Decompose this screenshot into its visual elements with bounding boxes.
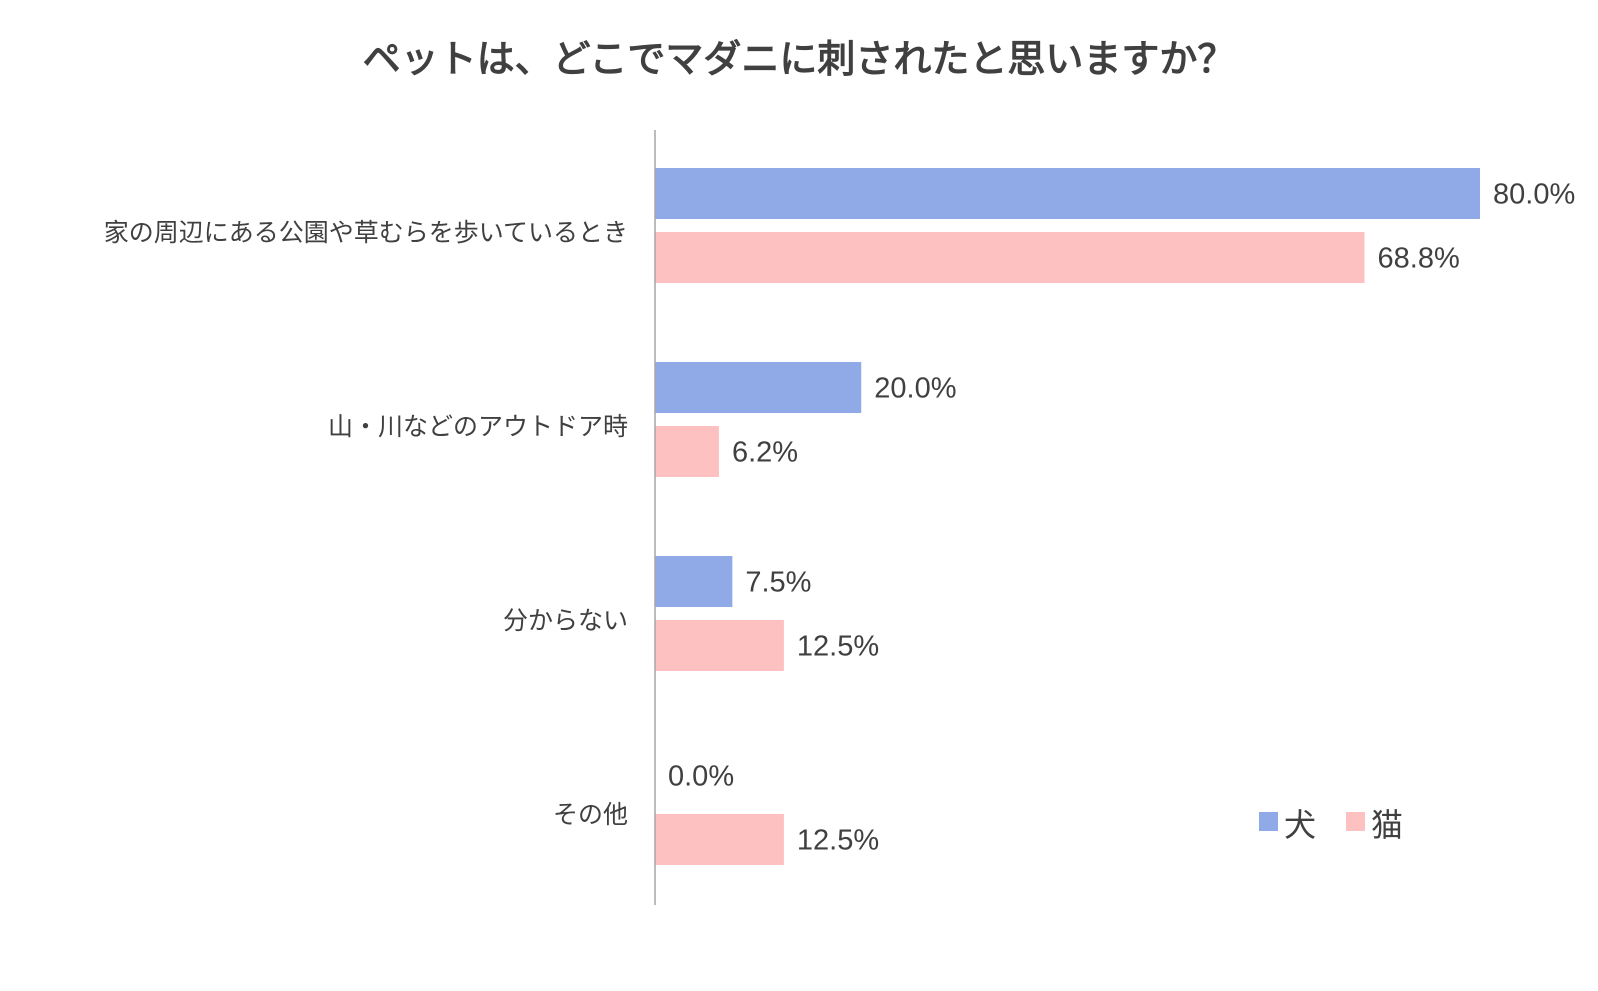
data-label: 7.5% — [745, 567, 811, 599]
chart-title: ペットは、どこでマダニに刺されたと思いますか？ — [363, 37, 1236, 81]
bar-dog — [655, 168, 1480, 219]
legend-swatch-cat — [1346, 812, 1365, 831]
legend: 犬猫 — [1259, 806, 1403, 844]
legend-swatch-dog — [1259, 812, 1278, 831]
category-label: 分からない — [503, 606, 628, 635]
data-label: 0.0% — [668, 761, 734, 793]
data-label: 12.5% — [797, 631, 879, 663]
bar-cat — [655, 620, 784, 671]
bar-cat — [655, 426, 719, 477]
bars-layer — [654, 130, 1480, 905]
legend-label-dog: 犬 — [1284, 806, 1316, 844]
data-label: 12.5% — [797, 825, 879, 857]
category-label: 山・川などのアウトドア時 — [328, 412, 628, 441]
data-label: 6.2% — [732, 437, 798, 469]
data-label: 68.8% — [1378, 243, 1460, 275]
bar-dog — [655, 556, 733, 607]
bar-cat — [655, 232, 1365, 283]
bar-cat — [655, 814, 784, 865]
category-label: 家の周辺にある公園や草むらを歩いているとき — [104, 218, 628, 247]
data-label: 20.0% — [874, 373, 956, 405]
labels-layer: 家の周辺にある公園や草むらを歩いているとき山・川などのアウトドア時分からないその… — [104, 179, 1576, 857]
legend-label-cat: 猫 — [1371, 806, 1403, 844]
bar-dog — [655, 362, 862, 413]
data-label: 80.0% — [1493, 179, 1575, 211]
category-label: その他 — [553, 800, 628, 829]
